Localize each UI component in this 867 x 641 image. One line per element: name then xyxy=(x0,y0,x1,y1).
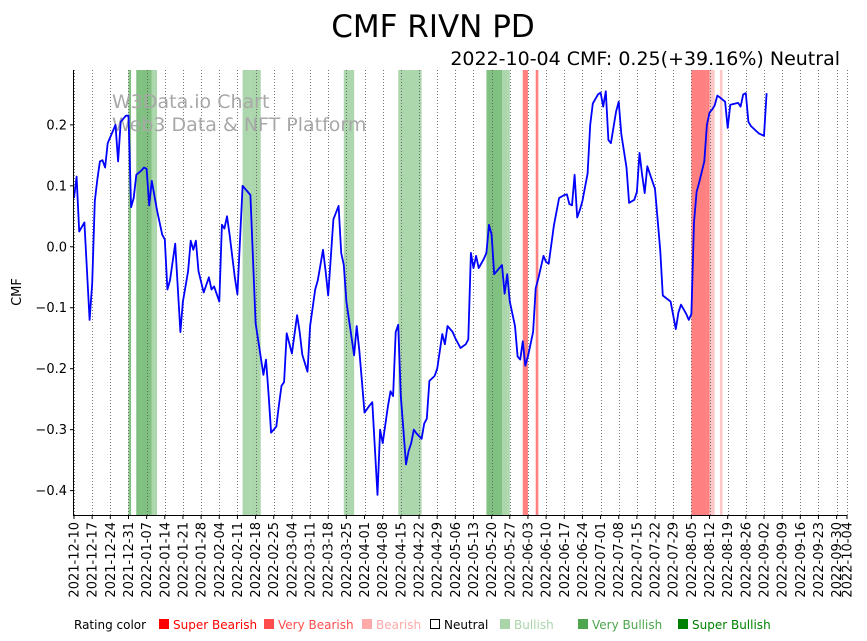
rating-band-17 xyxy=(719,70,723,515)
cmf-series xyxy=(73,90,768,496)
y-tick-label-4: −0.2 xyxy=(35,362,67,377)
x-tick-label-41: 2022-09-23 xyxy=(812,522,827,598)
x-tick-label-14: 2022-03-18 xyxy=(322,522,337,598)
rating-band-6 xyxy=(250,70,261,515)
x-tick-label-7: 2022-01-28 xyxy=(195,522,210,598)
y-tick-label-0: 0.2 xyxy=(46,118,67,133)
legend-swatch-2 xyxy=(362,619,372,629)
x-tick-label-40: 2022-09-16 xyxy=(794,522,809,598)
x-tick-label-32: 2022-07-22 xyxy=(649,522,664,598)
x-tick-label-3: 2021-12-31 xyxy=(122,522,137,598)
x-tick-label-30: 2022-07-08 xyxy=(612,522,627,598)
x-ticks: 2021-12-10 2021-12-17 2021-12-24 2021-12-31… xyxy=(68,515,856,598)
x-tick-label-19: 2022-04-22 xyxy=(413,522,428,598)
x-tick-label-4: 2022-01-07 xyxy=(140,522,155,598)
y-tick-label-3: −0.1 xyxy=(35,301,67,316)
rating-band-5 xyxy=(242,70,251,515)
legend-swatch-6 xyxy=(678,619,688,629)
x-tick-label-18: 2022-04-15 xyxy=(394,522,409,598)
x-tick-label-26: 2022-06-10 xyxy=(540,522,555,598)
x-tick-label-16: 2022-04-01 xyxy=(358,522,373,598)
legend-label-0: Super Bearish xyxy=(173,618,257,632)
x-tick-label-8: 2022-02-04 xyxy=(213,522,228,598)
rating-band-7 xyxy=(343,70,355,515)
x-tick-label-15: 2022-03-25 xyxy=(340,522,355,598)
y-tick-label-1: 0.1 xyxy=(46,179,67,194)
rating-band-3 xyxy=(151,70,155,515)
x-tick-label-43: 2022-10-04 xyxy=(841,522,856,598)
x-tick-label-10: 2022-02-18 xyxy=(249,522,264,598)
x-tick-label-27: 2022-06-17 xyxy=(558,522,573,598)
rating-band-1 xyxy=(136,70,142,515)
x-tick-label-17: 2022-04-08 xyxy=(376,522,391,598)
legend-label-2: Bearish xyxy=(376,618,421,632)
x-tick-label-1: 2021-12-17 xyxy=(86,522,101,598)
legend-label-3: Neutral xyxy=(444,618,488,632)
y-tick-label-5: −0.3 xyxy=(35,423,67,438)
legend-swatch-4 xyxy=(500,619,510,629)
legend-swatch-3 xyxy=(430,619,440,629)
x-tick-label-25: 2022-06-03 xyxy=(521,522,536,598)
x-tick-label-29: 2022-07-01 xyxy=(594,522,609,598)
y-axis-label: CMF xyxy=(10,278,25,306)
x-tick-label-35: 2022-08-12 xyxy=(703,522,718,598)
x-tick-label-38: 2022-09-02 xyxy=(758,522,773,598)
y-ticks: 0.2 0.1 0.0 −0.1 −0.2 −0.3 −0.4 xyxy=(35,118,74,499)
legend-label-6: Super Bullish xyxy=(692,618,771,632)
x-tick-label-22: 2022-05-13 xyxy=(467,522,482,598)
x-gridlines xyxy=(74,70,848,515)
axes xyxy=(73,70,847,516)
x-tick-label-6: 2022-01-21 xyxy=(176,522,191,598)
x-tick-label-39: 2022-09-09 xyxy=(776,522,791,598)
x-tick-label-12: 2022-03-04 xyxy=(285,522,300,598)
x-tick-label-42: 2022-09-30 xyxy=(830,522,845,598)
x-tick-label-0: 2021-12-10 xyxy=(68,522,83,598)
x-tick-label-31: 2022-07-15 xyxy=(630,522,645,598)
x-tick-label-24: 2022-05-27 xyxy=(503,522,518,598)
legend-label-4: Bullish xyxy=(514,618,554,632)
x-tick-label-5: 2022-01-14 xyxy=(158,522,173,598)
x-tick-label-23: 2022-05-20 xyxy=(485,522,500,598)
y-tick-label-6: −0.4 xyxy=(35,484,67,499)
rating-band-16 xyxy=(709,70,715,515)
legend-label-1: Very Bearish xyxy=(278,618,354,632)
watermark-line-2: Web3 Data & NFT Platform xyxy=(112,114,366,136)
x-tick-label-20: 2022-04-29 xyxy=(431,522,446,598)
rating-legend: Rating color Super Bearish Very Bearish Bea… xyxy=(74,618,771,632)
x-tick-label-2: 2021-12-24 xyxy=(104,522,119,598)
legend-label-5: Very Bullish xyxy=(592,618,662,632)
legend-title: Rating color xyxy=(74,618,146,632)
x-tick-label-11: 2022-02-25 xyxy=(267,522,282,598)
chart-subtitle: 2022-10-04 CMF: 0.25(+39.16%) Neutral xyxy=(450,48,840,70)
legend-swatch-1 xyxy=(264,619,274,629)
rating-bands xyxy=(128,70,723,515)
rating-band-12 xyxy=(522,70,528,515)
rating-band-14 xyxy=(691,70,707,515)
x-tick-label-37: 2022-08-26 xyxy=(739,522,754,598)
x-tick-label-28: 2022-06-24 xyxy=(576,522,591,598)
rating-band-9 xyxy=(486,70,503,515)
x-tick-label-34: 2022-08-05 xyxy=(685,522,700,598)
x-tick-label-9: 2022-02-11 xyxy=(231,522,246,598)
x-tick-label-21: 2022-05-06 xyxy=(449,522,464,598)
series-line-cmf xyxy=(73,90,768,496)
chart-title: CMF RIVN PD xyxy=(331,9,535,45)
rating-band-2 xyxy=(141,70,152,515)
rating-band-0 xyxy=(128,70,132,515)
legend-swatch-0 xyxy=(159,619,169,629)
x-tick-label-13: 2022-03-11 xyxy=(304,522,319,598)
rating-band-15 xyxy=(706,70,710,515)
rating-band-8 xyxy=(398,70,422,515)
rating-band-4 xyxy=(154,70,158,515)
rating-band-13 xyxy=(535,70,539,515)
y-tick-label-2: 0.0 xyxy=(46,240,67,255)
x-tick-label-33: 2022-07-29 xyxy=(667,522,682,598)
watermark-line-1: W3Data.io Chart xyxy=(112,91,269,113)
legend-swatch-5 xyxy=(578,619,588,629)
x-tick-label-36: 2022-08-19 xyxy=(721,522,736,598)
